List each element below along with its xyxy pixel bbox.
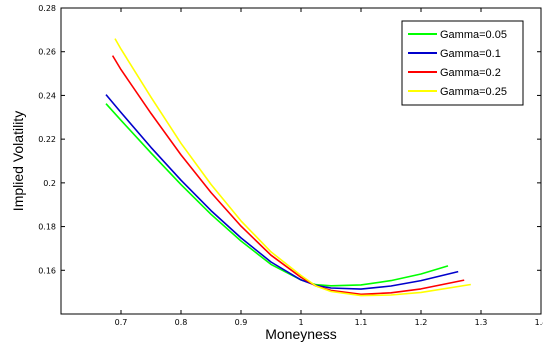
y-tick-label: 0.24 <box>38 91 56 100</box>
x-tick-label: 0.8 <box>175 318 188 327</box>
y-tick-label: 0.28 <box>38 4 56 13</box>
series-line-1 <box>105 103 449 287</box>
x-axis-label: Moneyness <box>265 326 337 342</box>
x-tick-label: 1.2 <box>415 318 428 327</box>
plot-frame <box>60 7 542 315</box>
x-tick-label: 0.9 <box>235 318 248 327</box>
legend-label-3: Gamma=0.2 <box>440 67 501 79</box>
series-line-3 <box>111 55 465 296</box>
series-line-4 <box>114 38 471 297</box>
x-tick-label: 1.3 <box>475 318 488 327</box>
x-tick-label: 1.1 <box>355 318 368 327</box>
tick-layer: 0.7 0.8 0.9 1 1.1 1.2 1.3 1.4 0.16 0.18 0.2 0.22 0.2… <box>38 4 543 327</box>
series-line-2 <box>105 94 459 290</box>
series-layer <box>105 38 471 297</box>
x-tick-label: 0.7 <box>115 318 128 327</box>
y-axis-label: Implied Volatility <box>10 111 26 211</box>
y-tick-label: 0.22 <box>38 135 56 144</box>
y-tick-label: 0.16 <box>38 266 56 275</box>
legend-label-2: Gamma=0.1 <box>440 48 501 60</box>
y-tick-label: 0.18 <box>38 223 56 232</box>
y-tick-label: 0.26 <box>38 48 56 57</box>
x-tick-label: 1 <box>298 318 303 327</box>
legend: Gamma=0.05 Gamma=0.1 Gamma=0.2 Gamma=0.25 <box>401 20 524 106</box>
x-tick-label: 1.4 <box>535 318 543 327</box>
y-tick-label: 0.2 <box>43 179 56 188</box>
legend-label-1: Gamma=0.05 <box>440 29 507 41</box>
legend-label-4: Gamma=0.25 <box>440 86 507 98</box>
